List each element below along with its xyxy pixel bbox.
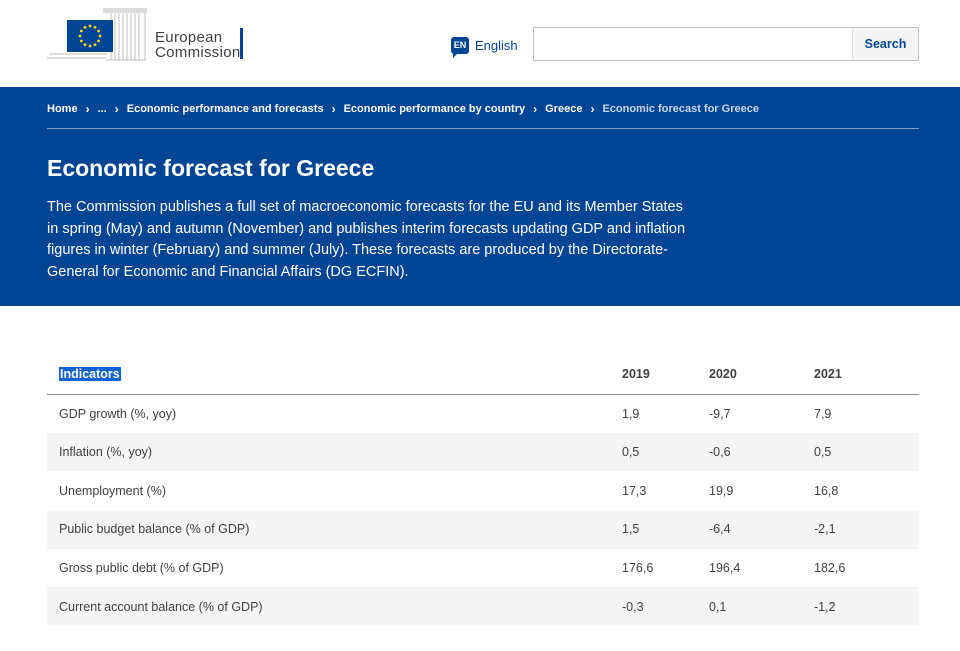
value-cell-2020: 19,9 (709, 483, 734, 498)
indicator-cell: Gross public debt (% of GDP) (59, 561, 224, 576)
header-2019: 2019 (622, 355, 709, 395)
table-row: Inflation (%, yoy) 0,5 -0,6 0,5 (47, 432, 919, 472)
eu-flag-icon (47, 8, 147, 62)
indicator-cell: GDP growth (%, yoy) (59, 406, 177, 421)
logo-line-1: European (155, 29, 223, 46)
breadcrumb-home[interactable]: Home (47, 103, 78, 115)
indicator-cell: Current account balance (% of GDP) (47, 587, 622, 627)
chevron-right-icon: › (533, 102, 538, 116)
value-cell-2020: -9,7 (709, 406, 731, 421)
divider (47, 128, 919, 129)
logo-divider (240, 28, 243, 59)
chevron-right-icon: › (331, 102, 336, 116)
value-cell-2019: 176,6 (622, 561, 654, 576)
search-form: Search (533, 27, 919, 61)
breadcrumb: Home › ... › Economic performance and fo… (47, 102, 759, 116)
table-header-row: Indicators 2019 2020 2021 (47, 355, 919, 395)
page-title: Economic forecast for Greece (47, 155, 375, 181)
value-cell-2021: -2,1 (814, 510, 919, 549)
indicator-cell: Inflation (%, yoy) (47, 432, 622, 472)
value-cell-2021: -1,2 (814, 587, 919, 627)
value-cell-2021: 0,5 (814, 432, 919, 472)
chevron-right-icon: › (590, 102, 595, 116)
forecast-table: Indicators 2019 2020 2021 GDP growth (%,… (47, 355, 919, 627)
logo-text: European Commission (155, 30, 241, 60)
breadcrumb-ellipsis[interactable]: ... (97, 103, 107, 115)
header-indicators: Indicators (47, 355, 622, 395)
value-cell-2021: 182,6 (814, 561, 846, 576)
indicator-cell: Unemployment (%) (59, 483, 166, 498)
language-label: English (475, 37, 518, 53)
value-cell-2021: 16,8 (814, 483, 839, 498)
breadcrumb-economic-performance[interactable]: Economic performance and forecasts (126, 103, 324, 115)
table-row: Current account balance (% of GDP) -0,3 … (47, 587, 919, 627)
table-row: Public budget balance (% of GDP) 1,5 -6,… (47, 510, 919, 549)
page-header-banner: Home › ... › Economic performance and fo… (0, 87, 960, 306)
forecast-table-section: Indicators 2019 2020 2021 GDP growth (%,… (47, 355, 919, 627)
value-cell-2019: 0,5 (622, 432, 709, 472)
header-2021: 2021 (814, 355, 919, 395)
value-cell-2019: 1,5 (622, 510, 709, 549)
breadcrumb-greece[interactable]: Greece (545, 103, 583, 115)
search-input[interactable] (534, 28, 852, 60)
value-cell-2019: 17,3 (622, 483, 647, 498)
value-cell-2020: 0,1 (709, 587, 814, 627)
selected-text: Indicators (59, 367, 121, 382)
indicator-cell: Public budget balance (% of GDP) (47, 510, 622, 549)
value-cell-2020: -6,4 (709, 510, 814, 549)
breadcrumb-current: Economic forecast for Greece (602, 103, 759, 115)
header-2020: 2020 (709, 355, 814, 395)
page-intro: The Commission publishes a full set of m… (47, 199, 686, 280)
value-cell-2021: 7,9 (814, 406, 832, 421)
value-cell-2020: 196,4 (709, 561, 741, 576)
value-cell-2019: 1,9 (622, 406, 640, 421)
value-cell-2019: -0,3 (622, 587, 709, 627)
european-commission-logo[interactable]: European Commission (47, 8, 247, 62)
search-button[interactable]: Search (852, 28, 918, 60)
language-icon: EN (451, 36, 469, 58)
breadcrumb-by-country[interactable]: Economic performance by country (343, 103, 526, 115)
site-header: European Commission EN English Search (0, 0, 960, 87)
language-selector[interactable]: EN English (451, 36, 518, 58)
table-row: Gross public debt (% of GDP) 176,6 196,4… (47, 549, 919, 588)
table-row: Unemployment (%) 17,3 19,9 16,8 (47, 471, 919, 510)
chevron-right-icon: › (114, 102, 119, 116)
value-cell-2020: -0,6 (709, 432, 814, 472)
table-row: GDP growth (%, yoy) 1,9 -9,7 7,9 (47, 394, 919, 433)
chevron-right-icon: › (85, 102, 90, 116)
logo-line-2: Commission (155, 44, 241, 61)
